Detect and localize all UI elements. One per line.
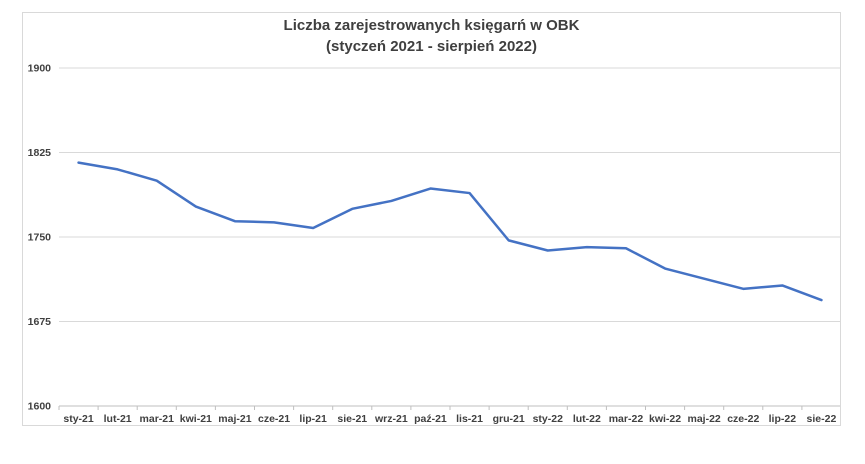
y-axis-label: 1750 <box>28 232 52 244</box>
y-axis-label: 1825 <box>28 147 52 159</box>
x-axis-label: gru-21 <box>493 413 525 425</box>
x-axis-label: kwi-22 <box>649 413 681 425</box>
x-axis-label: sie-21 <box>337 413 367 425</box>
x-axis-label: mar-21 <box>140 413 175 425</box>
y-axis-label: 1600 <box>28 401 52 413</box>
x-axis-label: maj-21 <box>218 413 251 425</box>
series-line <box>77 161 823 302</box>
chart-canvas: 1600 1675 1750 1825 1900 sty-21 lut-21 mar-21 kw… <box>28 63 840 425</box>
chart-title: Liczba zarejestrowanych księgarń w OBK (… <box>23 15 840 57</box>
x-axis-label: cze-22 <box>727 413 759 425</box>
x-axis-label: kwi-21 <box>180 413 212 425</box>
x-axis-label: lip-21 <box>299 413 327 425</box>
chart-frame: Liczba zarejestrowanych księgarń w OBK (… <box>22 12 841 426</box>
x-axis-label: maj-22 <box>688 413 721 425</box>
x-axis-label: sty-21 <box>63 413 94 425</box>
chart-title-line2: (styczeń 2021 - sierpień 2022) <box>326 38 537 55</box>
x-axis-label: sie-22 <box>807 413 837 425</box>
x-axis-label: lip-22 <box>769 413 797 425</box>
x-axis-label: lis-21 <box>456 413 483 425</box>
x-axis-label: lut-22 <box>573 413 601 425</box>
x-axis-label: sty-22 <box>533 413 564 425</box>
y-axis-label: 1675 <box>28 316 52 328</box>
chart-title-line1: Liczba zarejestrowanych księgarń w OBK <box>283 17 580 34</box>
x-axis-label: paź-21 <box>414 413 447 425</box>
x-axis-label: mar-22 <box>609 413 644 425</box>
y-axis-label: 1900 <box>28 63 52 75</box>
x-axis-label: wrz-21 <box>374 413 408 425</box>
x-axis-label: cze-21 <box>258 413 290 425</box>
x-axis-label: lut-21 <box>104 413 132 425</box>
